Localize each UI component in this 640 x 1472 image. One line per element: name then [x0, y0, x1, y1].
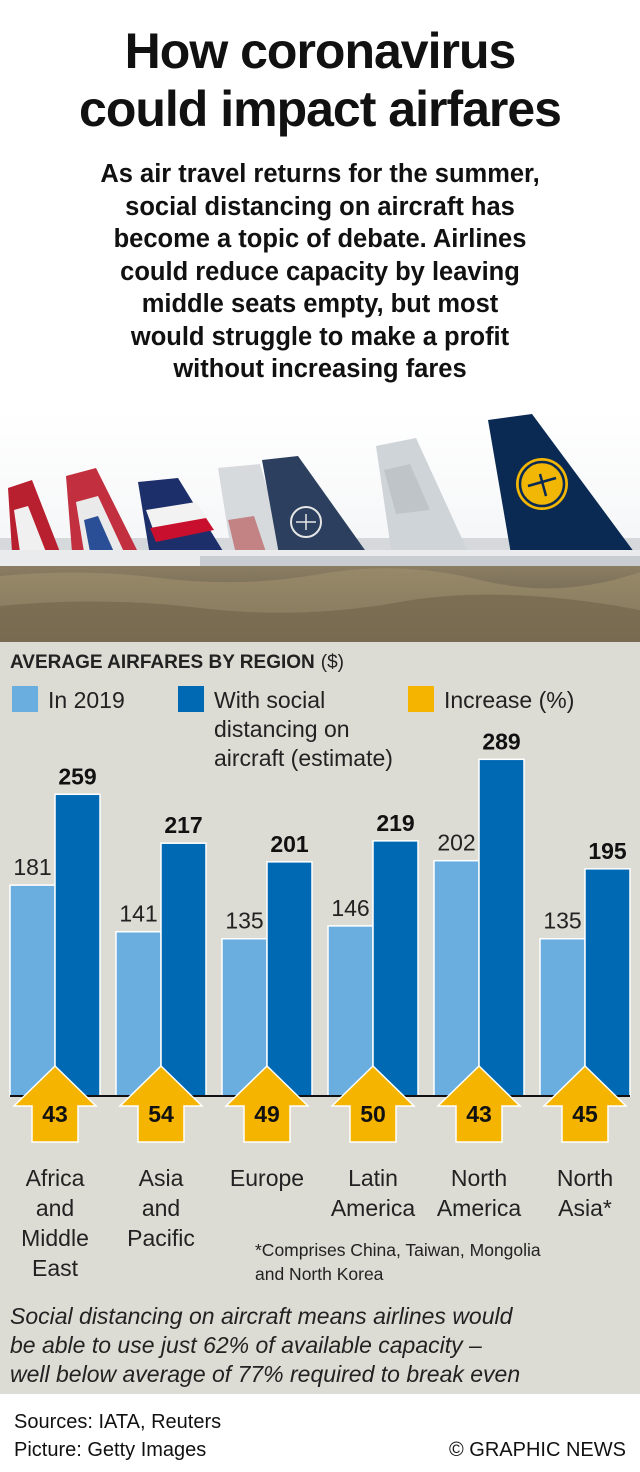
category-label: Asia and Pacific	[127, 1165, 195, 1251]
aircraft-tails-photo	[0, 410, 640, 642]
increase-label: 49	[254, 1101, 280, 1127]
bar-2019	[221, 937, 268, 1097]
increase-label: 54	[148, 1101, 174, 1127]
value-label-2019: 141	[119, 901, 157, 927]
category-label: North America	[437, 1165, 522, 1221]
chart-title: AVERAGE AIRFARES BY REGION ($)	[10, 652, 344, 674]
category-label: North Asia*	[557, 1165, 613, 1221]
footer: Sources: IATA, Reuters Picture: Getty Im…	[0, 1394, 640, 1472]
bar-2019	[115, 930, 162, 1097]
legend-label-2019: In 2019	[48, 687, 125, 713]
increase-arrow	[542, 1064, 628, 1143]
category-label-line: Asia	[139, 1165, 184, 1191]
page-title: How coronavirus could impact airfares	[79, 23, 562, 137]
category-label-line: East	[32, 1255, 79, 1281]
bar-social-distancing	[478, 758, 525, 1097]
category-label-line: Pacific	[127, 1225, 195, 1251]
category-label-line: Latin	[348, 1165, 398, 1191]
category-label: Africa and Middle East	[21, 1165, 89, 1281]
category-label-line: Africa	[26, 1165, 85, 1191]
value-label-2019: 135	[225, 908, 263, 934]
legend-item-social-distancing: With social distancing on aircraft (esti…	[178, 686, 393, 773]
legend-swatch-increase	[408, 686, 434, 712]
category-label-line: North	[451, 1165, 507, 1191]
category-label-line: Europe	[230, 1165, 304, 1191]
page-subtitle: As air travel returns for the summer, so…	[100, 160, 540, 383]
bar-chart: 181 259 141 217 135 201 146 219 202 289 135 195 43 54…	[9, 728, 631, 1281]
bar-2019	[433, 859, 480, 1097]
category-label-line: and	[36, 1195, 74, 1221]
bar-2019	[9, 884, 56, 1097]
category-label-line: America	[437, 1195, 522, 1221]
value-label-social-distancing: 217	[164, 812, 202, 838]
value-label-2019: 202	[437, 830, 475, 856]
category-label-line: North	[557, 1165, 613, 1191]
bar-social-distancing	[160, 842, 207, 1097]
increase-arrow	[12, 1064, 98, 1143]
value-label-social-distancing: 201	[270, 831, 309, 857]
capacity-note: Social distancing on aircraft means airl…	[10, 1303, 521, 1387]
bar-social-distancing	[54, 793, 101, 1097]
bar-social-distancing	[372, 840, 419, 1097]
chart-title-text: AVERAGE AIRFARES BY REGION	[10, 652, 315, 673]
chart-unit: ($)	[320, 652, 344, 673]
sources: Sources: IATA, Reuters Picture: Getty Im…	[14, 1411, 222, 1461]
bar-social-distancing	[584, 868, 631, 1097]
increase-arrow	[224, 1064, 310, 1143]
value-label-social-distancing: 195	[588, 838, 627, 864]
legend-item-increase: Increase (%)	[408, 686, 574, 715]
category-label-line: Asia*	[558, 1195, 612, 1221]
category-label: Latin America	[331, 1165, 416, 1221]
value-label-social-distancing: 289	[482, 728, 520, 754]
category-label-line: and	[142, 1195, 180, 1221]
legend-swatch-social-distancing	[178, 686, 204, 712]
increase-label: 43	[42, 1101, 68, 1127]
footnote: *Comprises China, Taiwan, Mongolia and N…	[255, 1240, 541, 1284]
value-label-social-distancing: 219	[376, 810, 414, 836]
category-label-line: Middle	[21, 1225, 89, 1251]
increase-label: 50	[360, 1101, 386, 1127]
legend-label-increase: Increase (%)	[444, 687, 575, 713]
category-label-line: America	[331, 1195, 416, 1221]
value-label-2019: 181	[13, 854, 51, 880]
increase-label: 43	[466, 1101, 492, 1127]
legend-swatch-2019	[12, 686, 38, 712]
increase-arrow	[330, 1064, 416, 1143]
chart-panel: 181 259 141 217 135 201 146 219 202 289 135 195 43 54…	[0, 642, 640, 1394]
increase-arrow	[436, 1064, 522, 1143]
value-label-2019: 135	[543, 908, 581, 934]
value-label-2019: 146	[331, 895, 369, 921]
legend-label-social-distancing: With social distancing on aircraft (esti…	[214, 687, 393, 771]
credit: © GRAPHIC NEWS	[449, 1439, 626, 1461]
value-label-social-distancing: 259	[58, 763, 96, 789]
increase-arrow	[118, 1064, 204, 1143]
bar-social-distancing	[266, 861, 313, 1097]
bar-2019	[327, 925, 374, 1097]
category-label: Europe	[230, 1165, 304, 1191]
header: How coronavirus could impact airfares As…	[0, 0, 640, 410]
legend-item-2019: In 2019	[12, 686, 125, 715]
increase-label: 45	[572, 1101, 598, 1127]
